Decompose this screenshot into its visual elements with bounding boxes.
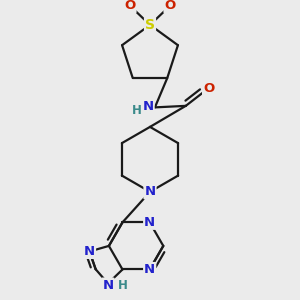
Text: N: N (102, 278, 113, 292)
Text: N: N (144, 185, 156, 198)
Text: O: O (124, 0, 136, 12)
Text: H: H (131, 104, 141, 117)
Text: N: N (142, 100, 154, 113)
Text: O: O (203, 82, 214, 95)
Text: N: N (144, 216, 155, 229)
Text: H: H (118, 278, 128, 292)
Text: O: O (164, 0, 176, 12)
Text: S: S (145, 18, 155, 32)
Text: N: N (84, 245, 95, 258)
Text: N: N (144, 263, 155, 276)
